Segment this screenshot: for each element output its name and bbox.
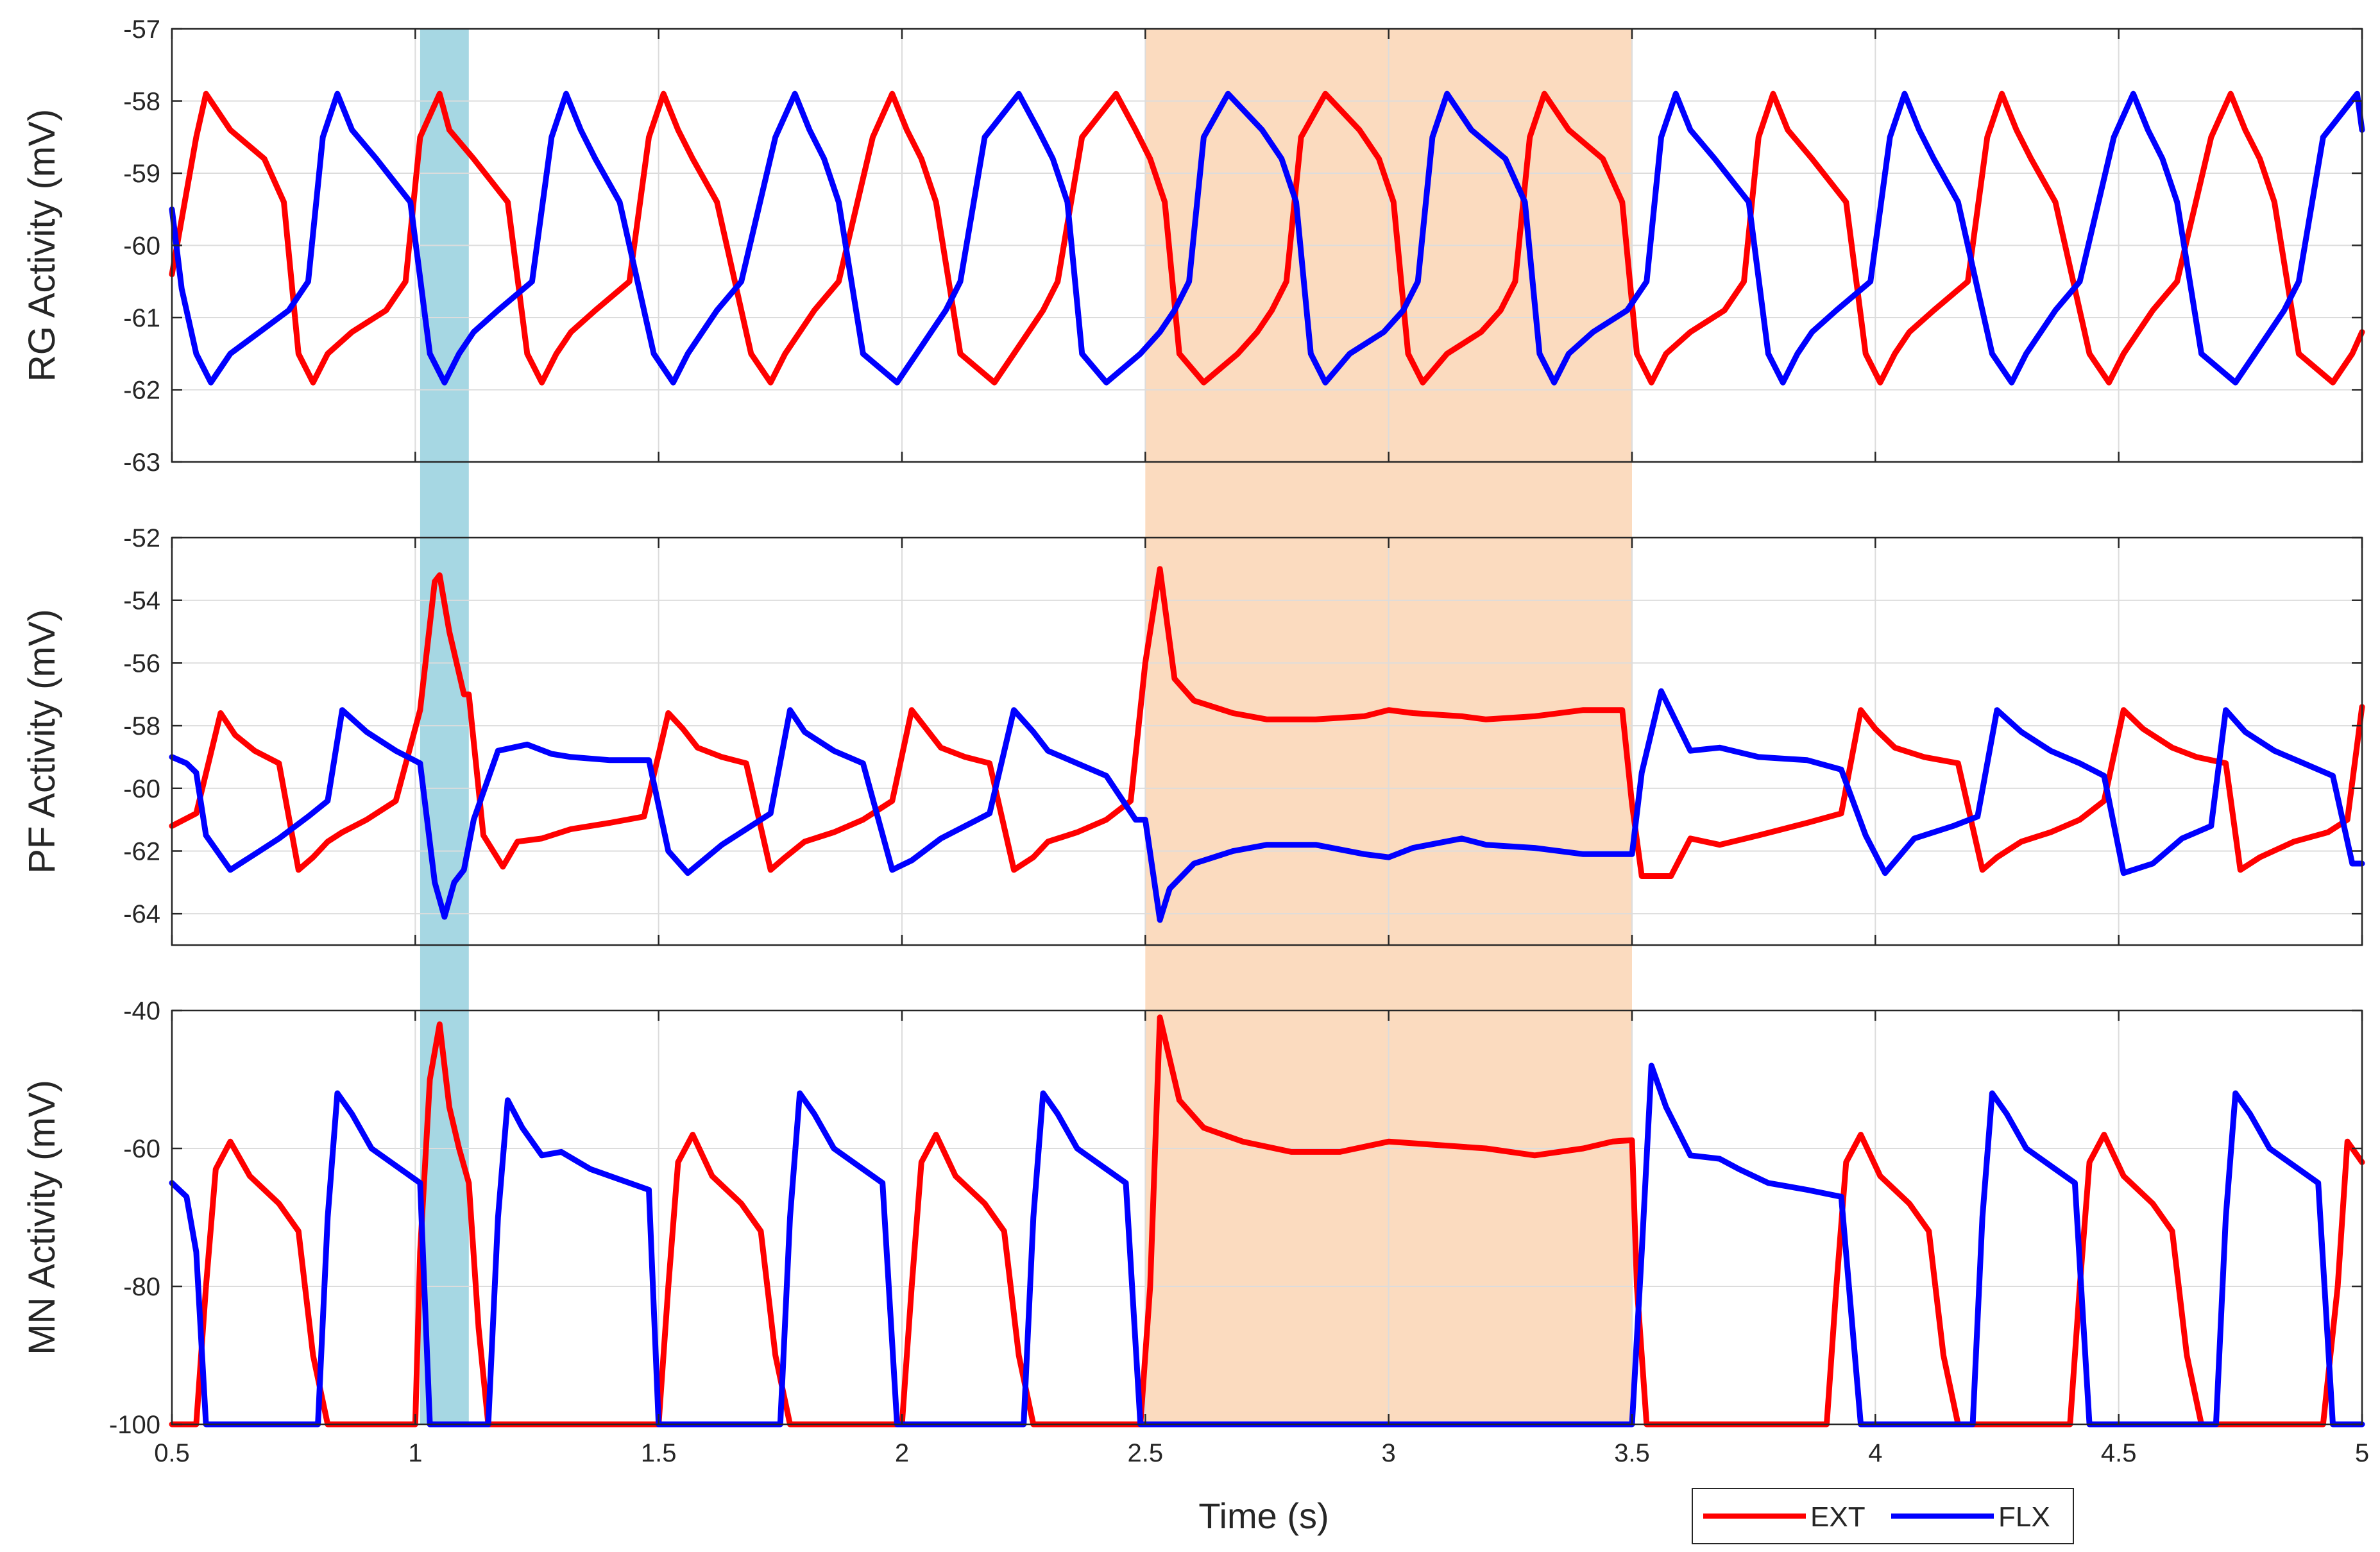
pf-y-tick-label: -64 — [123, 900, 160, 928]
mn-axes-box — [171, 1009, 2363, 1426]
mn-y-tick-label: -40 — [123, 997, 160, 1025]
legend: EXT FLX — [1692, 1488, 2074, 1544]
x-tick-label: 1.5 — [641, 1439, 677, 1467]
rg-y-tick-label: -62 — [123, 377, 160, 405]
legend-label-flx: FLX — [1998, 1501, 2050, 1533]
pf-series-flx — [169, 688, 2365, 923]
labels-layer: -63 -62 -61 -60 -59 -58 -57 RG Activity (mV) -64… — [21, 15, 2369, 1467]
pf-y-tick-label: -52 — [123, 524, 160, 552]
mn-y-axis-label: MN Activity (mV) — [21, 1080, 63, 1355]
pf-y-tick-label: -54 — [123, 587, 160, 615]
x-tick-label: 1 — [408, 1439, 422, 1467]
pf-y-tick-label: -60 — [123, 775, 160, 803]
x-tick-label: 2.5 — [1128, 1439, 1164, 1467]
x-tick-label: 3 — [1382, 1439, 1396, 1467]
pf-axes-box — [171, 536, 2363, 946]
short-perturbation-region — [420, 29, 469, 1424]
mn-y-tick-label: -100 — [109, 1411, 160, 1439]
rg-y-tick-label: -61 — [123, 304, 160, 332]
pf-y-tick-label: -58 — [123, 712, 160, 740]
rg-y-tick-label: -63 — [123, 448, 160, 477]
x-tick-label: 2 — [895, 1439, 909, 1467]
mn-y-tick-label: -60 — [123, 1135, 160, 1163]
pf-series-ext — [169, 566, 2365, 879]
rg-y-tick-label: -59 — [123, 160, 160, 188]
x-tick-label: 4.5 — [2101, 1439, 2137, 1467]
legend-box — [1692, 1488, 2074, 1544]
mn-y-tick-label: -80 — [123, 1273, 160, 1301]
rg-y-axis-label: RG Activity (mV) — [21, 109, 63, 382]
legend-label-ext: EXT — [1810, 1501, 1866, 1533]
rg-series-flx — [169, 90, 2365, 386]
axes-layer — [171, 28, 2363, 1426]
rg-y-tick-label: -60 — [123, 232, 160, 260]
x-tick-label: 5 — [2355, 1439, 2369, 1467]
rg-y-tick-label: -57 — [123, 15, 160, 44]
x-tick-label: 3.5 — [1614, 1439, 1650, 1467]
pf-y-tick-label: -62 — [123, 837, 160, 866]
x-axis-label: Time (s) — [1198, 1496, 1329, 1536]
rg-y-tick-label: -58 — [123, 88, 160, 116]
rg-series-ext — [169, 90, 2365, 386]
pf-y-tick-label: -56 — [123, 649, 160, 678]
x-tick-label: 4 — [1868, 1439, 1882, 1467]
pf-y-axis-label: PF Activity (mV) — [21, 609, 63, 873]
x-tick-label: 0.5 — [154, 1439, 190, 1467]
